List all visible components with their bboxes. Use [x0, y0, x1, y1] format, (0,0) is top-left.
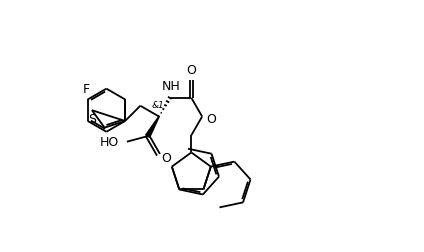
Text: HO: HO — [100, 136, 119, 149]
Text: O: O — [207, 112, 217, 125]
Text: F: F — [83, 82, 90, 96]
Text: S: S — [88, 112, 96, 125]
Text: &1: &1 — [151, 101, 164, 109]
Text: NH: NH — [162, 80, 181, 93]
Text: O: O — [187, 64, 196, 76]
Polygon shape — [146, 117, 159, 138]
Text: O: O — [162, 152, 171, 165]
